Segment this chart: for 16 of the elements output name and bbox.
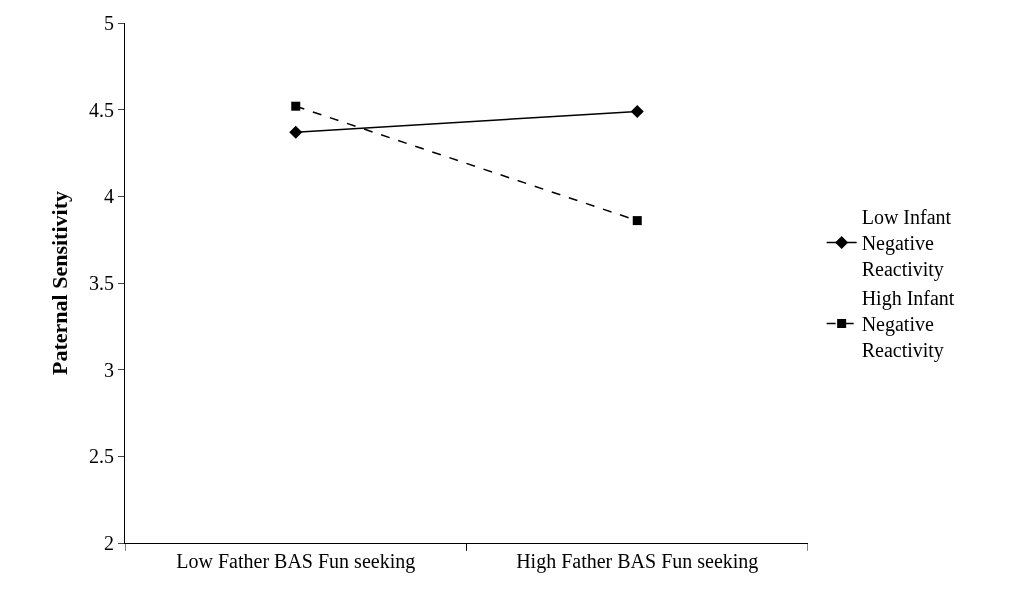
y-tick-label: 2 <box>104 532 114 554</box>
y-tick-label: 4 <box>104 185 114 208</box>
y-tick-label: 3 <box>104 358 114 381</box>
y-axis-title: Paternal Sensitivity <box>46 191 72 375</box>
point <box>630 104 644 118</box>
point <box>632 216 642 226</box>
legend-label: Low Infant Negative Reactivity <box>861 206 952 282</box>
y-tick-label: 2.5 <box>89 445 114 468</box>
point <box>291 101 301 111</box>
point <box>289 125 303 139</box>
y-tick-label: 4.5 <box>89 98 114 121</box>
y-tick-label: 5 <box>104 12 114 34</box>
legend-label: High Infant Negative Reactivity <box>861 287 955 363</box>
y-tick-label: 3.5 <box>89 272 114 294</box>
x-tick-label: High Father BAS Fun seeking <box>516 550 759 573</box>
x-tick-label: Low Father BAS Fun seeking <box>176 550 416 573</box>
